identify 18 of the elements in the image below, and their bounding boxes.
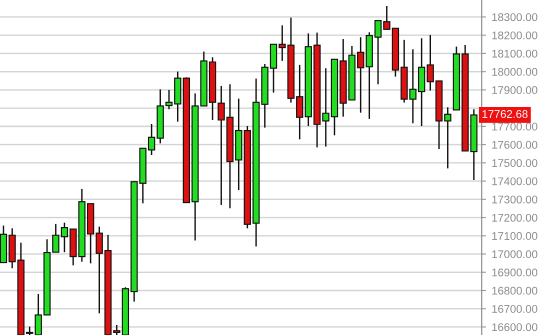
text: 17762.68 [482, 110, 528, 118]
y-tick-label: 17200.00 [492, 214, 538, 222]
y-tick-label: 16700.00 [492, 305, 538, 313]
y-tick-label: 16800.00 [492, 286, 538, 295]
y-tick-label: 17500.00 [492, 159, 538, 167]
y-tick-label: 18100.00 [492, 50, 538, 58]
y-tick-label: 16900.00 [492, 268, 538, 276]
y-tick-label: 18200.00 [492, 31, 538, 40]
y-tick-label: 17100.00 [492, 232, 538, 240]
y-tick-label: 18000.00 [492, 68, 538, 76]
y-tick-label: 17000.00 [492, 250, 538, 258]
y-tick-label: 17600.00 [492, 140, 538, 149]
y-tick-label: 16600.00 [492, 323, 538, 332]
y-tick-label: 17400.00 [492, 177, 538, 186]
y-tick-label: 18300.00 [492, 13, 538, 22]
y-tick-label: 17900.00 [492, 86, 538, 94]
y-tick-label: 17300.00 [492, 196, 538, 204]
y-tick-label: 17700.00 [492, 122, 538, 131]
